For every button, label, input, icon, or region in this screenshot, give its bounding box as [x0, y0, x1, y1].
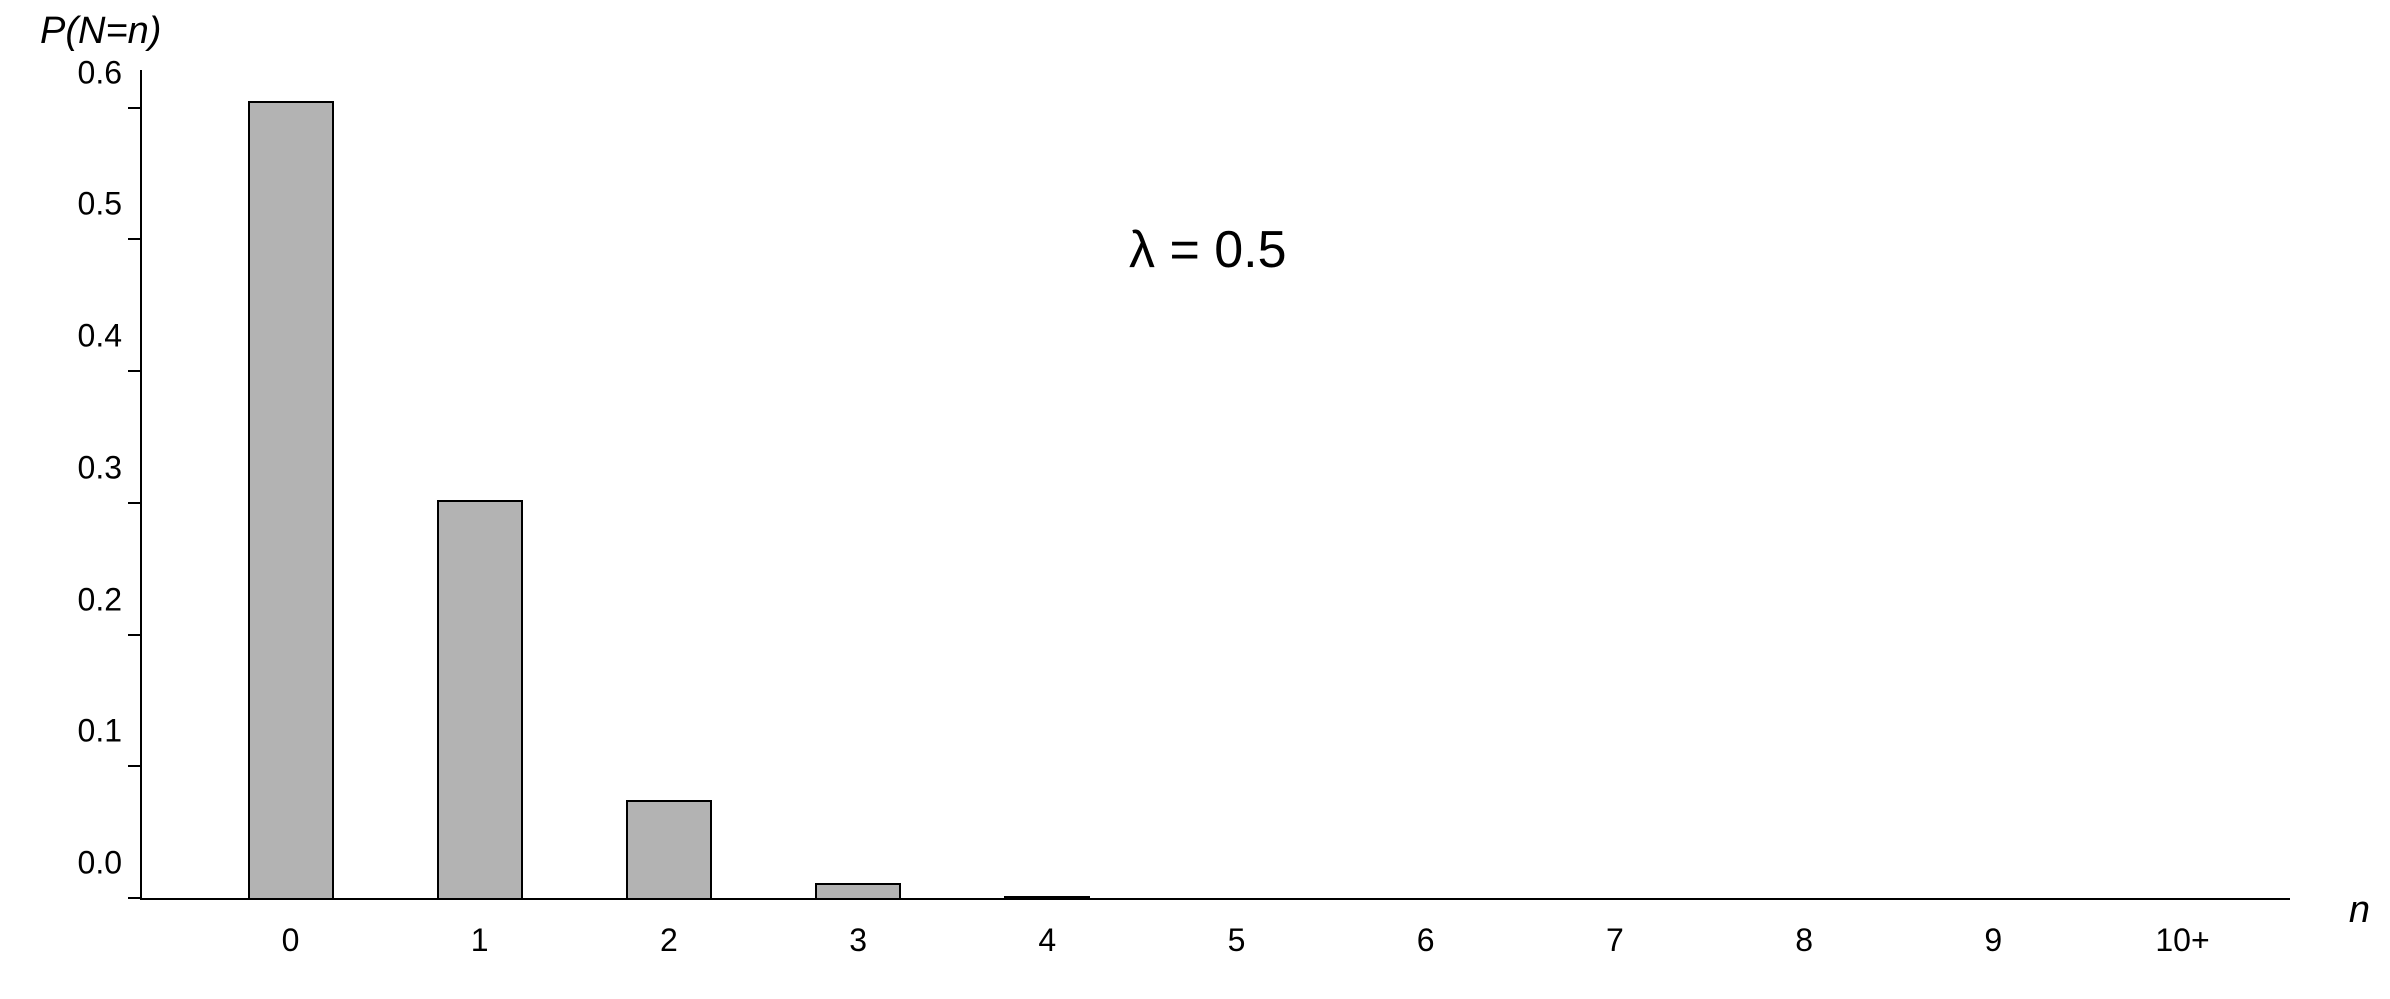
x-tick-label: 1	[471, 922, 489, 959]
x-tick-label: 2	[660, 922, 678, 959]
x-tick-label: 8	[1795, 922, 1813, 959]
x-tick-label: 0	[282, 922, 300, 959]
x-tick-label: 10+	[2155, 922, 2209, 959]
y-axis-title: P(N=n)	[40, 10, 161, 53]
y-tick-mark	[128, 634, 140, 636]
plot-area: λ = 0.5 0.00.10.20.30.40.50.601234567891…	[140, 70, 2290, 900]
y-tick-label: 0.3	[78, 449, 122, 486]
x-tick-label: 9	[1984, 922, 2002, 959]
bar	[437, 500, 523, 900]
bar	[626, 800, 712, 900]
x-tick-label: 6	[1417, 922, 1435, 959]
y-tick-mark	[128, 897, 140, 899]
y-tick-label: 0.5	[78, 186, 122, 223]
x-tick-label: 7	[1606, 922, 1624, 959]
x-axis-title: n	[2349, 889, 2370, 932]
y-tick-label: 0.0	[78, 845, 122, 882]
x-tick-label: 3	[849, 922, 867, 959]
x-tick-label: 5	[1228, 922, 1246, 959]
y-tick-mark	[128, 370, 140, 372]
y-tick-mark	[128, 238, 140, 240]
y-axis-line	[140, 70, 142, 900]
y-tick-label: 0.2	[78, 581, 122, 618]
y-tick-mark	[128, 107, 140, 109]
chart-annotation: λ = 0.5	[1129, 220, 1287, 280]
bar	[248, 101, 334, 900]
bar	[815, 883, 901, 900]
bar	[1004, 896, 1090, 900]
y-tick-label: 0.4	[78, 318, 122, 355]
y-tick-mark	[128, 765, 140, 767]
chart-container: P(N=n) n λ = 0.5 0.00.10.20.30.40.50.601…	[100, 10, 2350, 970]
y-tick-label: 0.6	[78, 54, 122, 91]
y-tick-mark	[128, 502, 140, 504]
y-tick-label: 0.1	[78, 713, 122, 750]
x-tick-label: 4	[1038, 922, 1056, 959]
